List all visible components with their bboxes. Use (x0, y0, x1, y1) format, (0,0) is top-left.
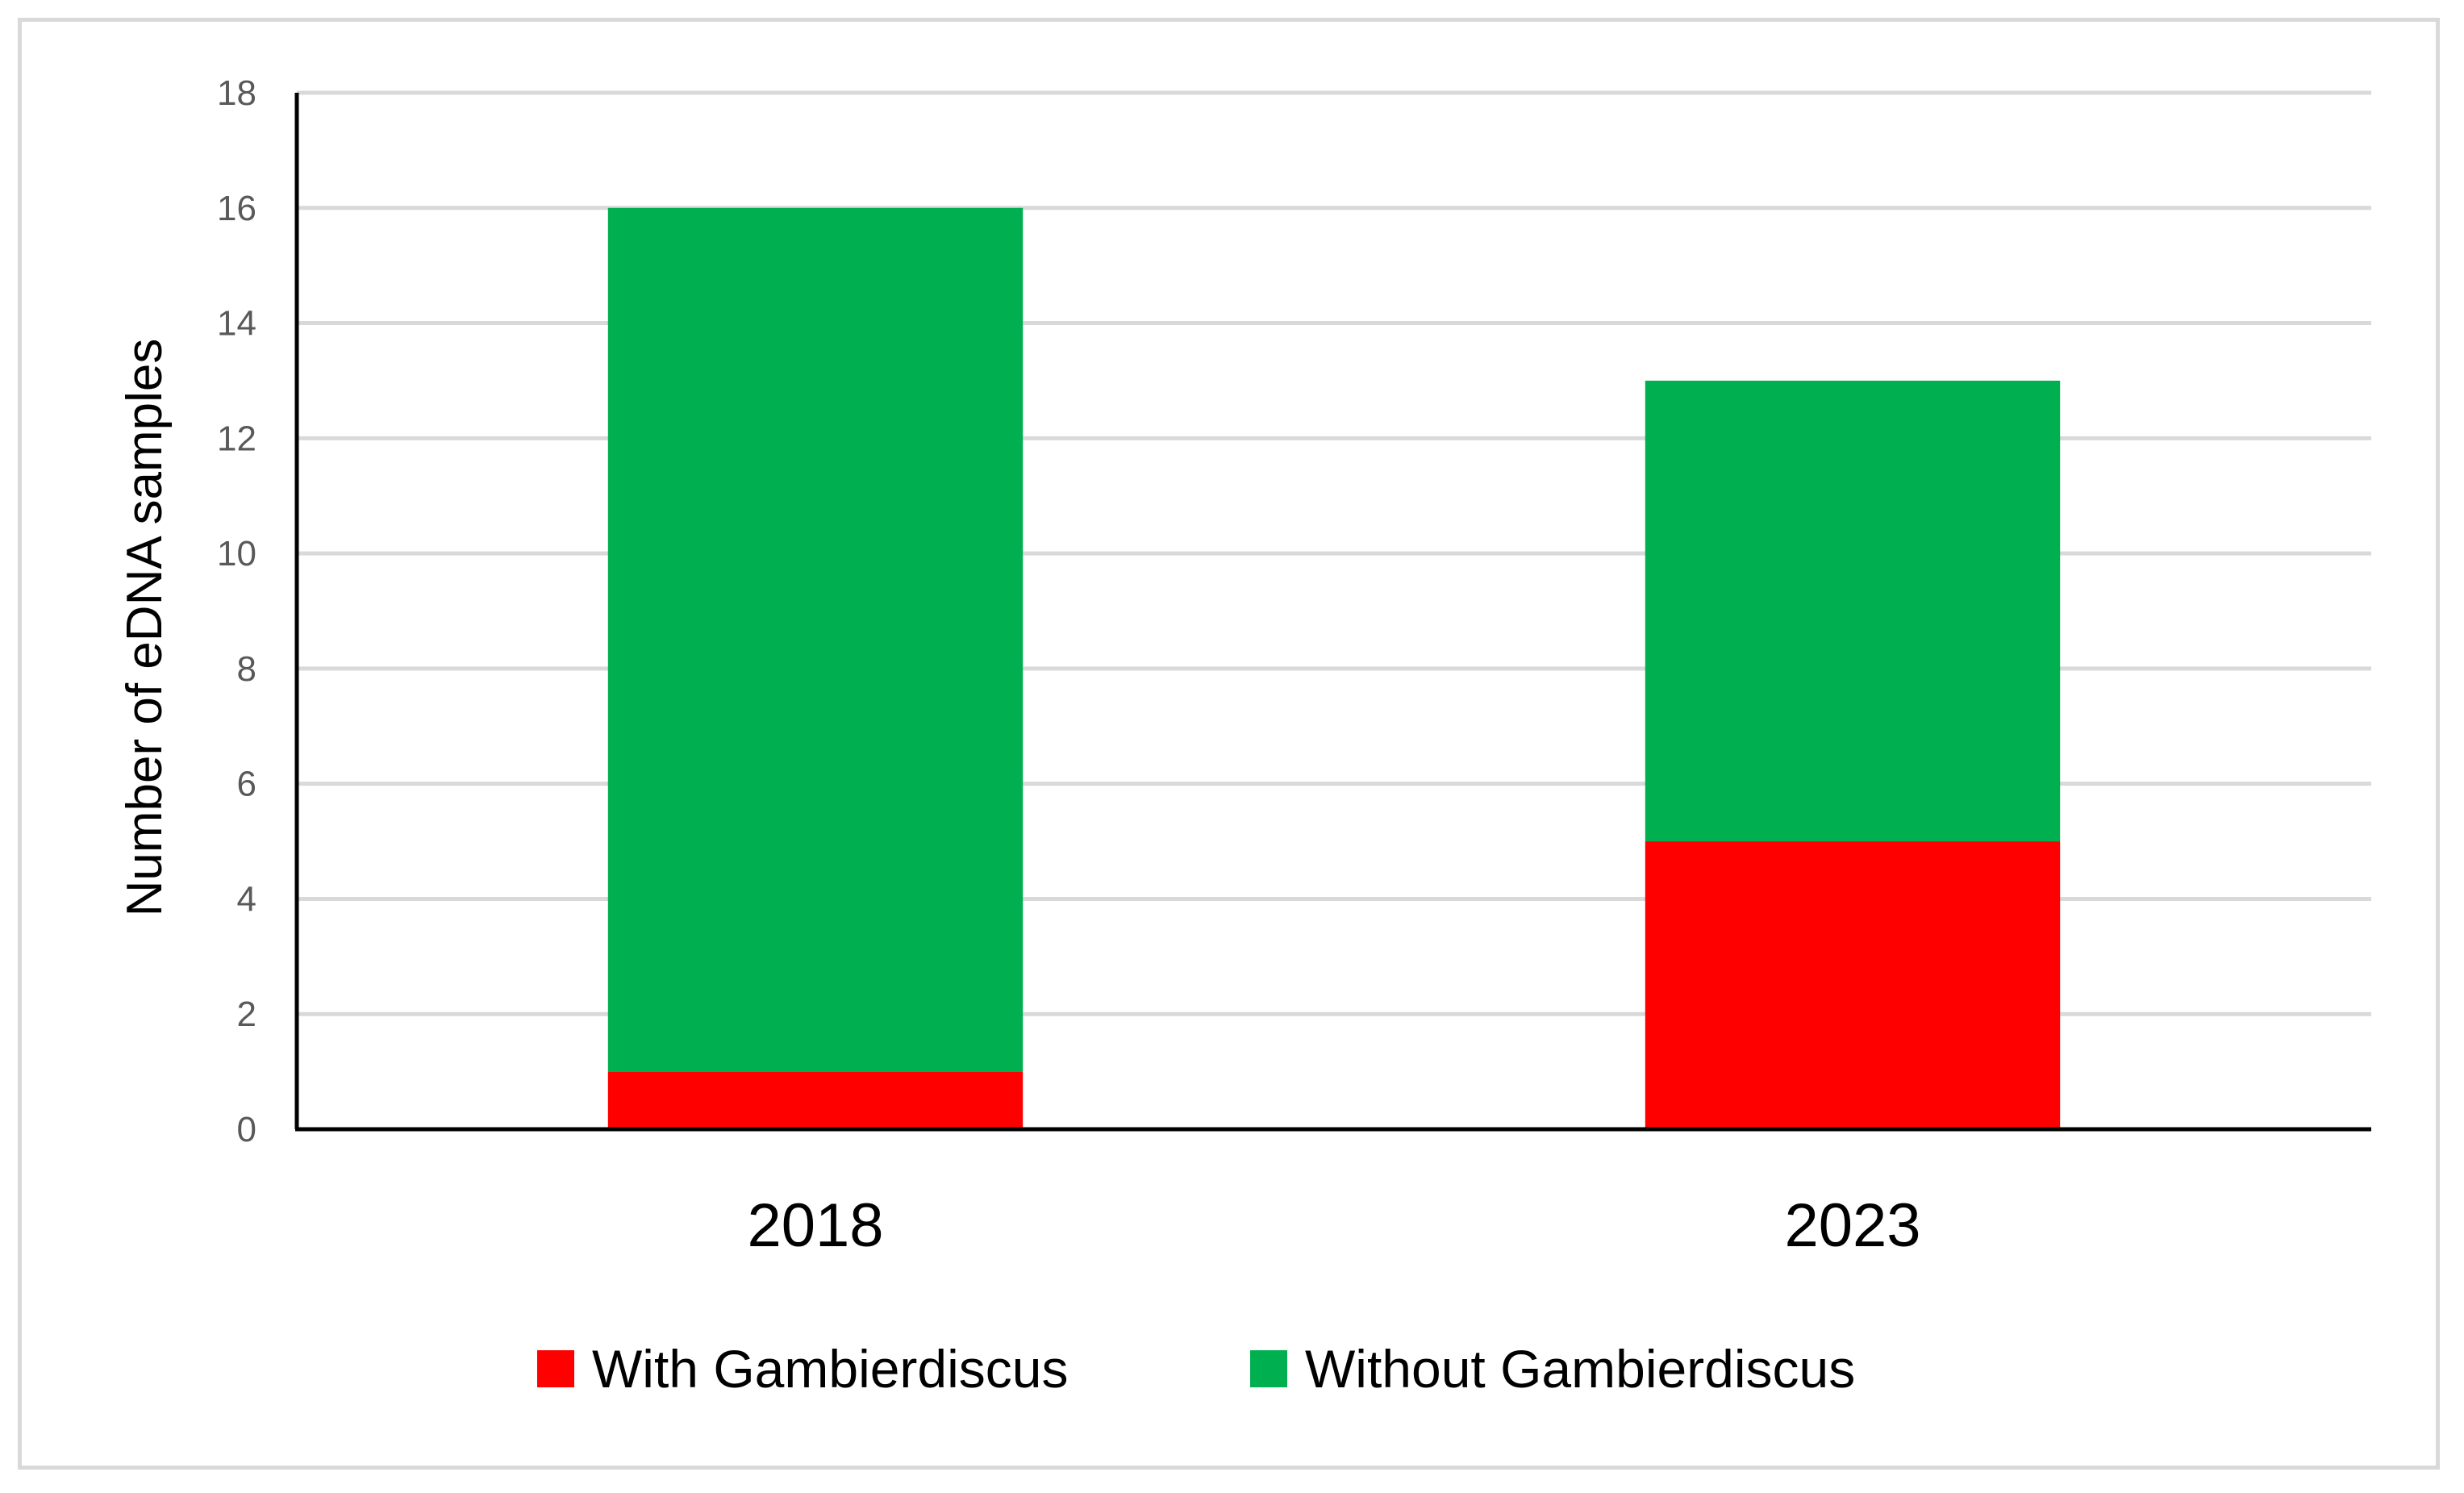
legend-swatch (1250, 1350, 1287, 1387)
bar-2023-series-2 (1645, 380, 2061, 842)
bar-2018-series-1 (607, 1071, 1024, 1129)
y-tick-label: 4 (237, 879, 256, 919)
y-tick-label: 16 (217, 189, 256, 228)
x-tick-label: 2023 (1784, 1191, 1920, 1260)
y-tick-label: 8 (237, 649, 256, 689)
legend-swatch (537, 1350, 574, 1387)
bars (607, 207, 2061, 1129)
x-tick-labels: 2018 2023 (747, 1191, 1920, 1260)
y-tick-label: 0 (237, 1110, 256, 1149)
legend-label: Without Gambierdiscus (1305, 1339, 1855, 1399)
y-tick-label: 10 (217, 534, 256, 573)
y-tick-label: 2 (237, 995, 256, 1034)
y-tick-labels: 0 2 4 6 8 10 12 14 16 18 (217, 73, 256, 1149)
axes (294, 93, 2371, 1132)
y-tick-label: 14 (217, 304, 256, 344)
y-axis-title: Number of eDNA samples (117, 339, 173, 917)
bar-2018-series-2 (607, 207, 1024, 1072)
legend: With Gambierdiscus Without Gambierdiscus (537, 1339, 1855, 1399)
x-tick-label: 2018 (747, 1191, 883, 1260)
y-tick-label: 12 (217, 419, 256, 458)
legend-label: With Gambierdiscus (592, 1339, 1069, 1399)
y-tick-label: 18 (217, 73, 256, 113)
y-tick-label: 6 (237, 765, 256, 804)
bar-2023-series-1 (1645, 841, 2061, 1129)
